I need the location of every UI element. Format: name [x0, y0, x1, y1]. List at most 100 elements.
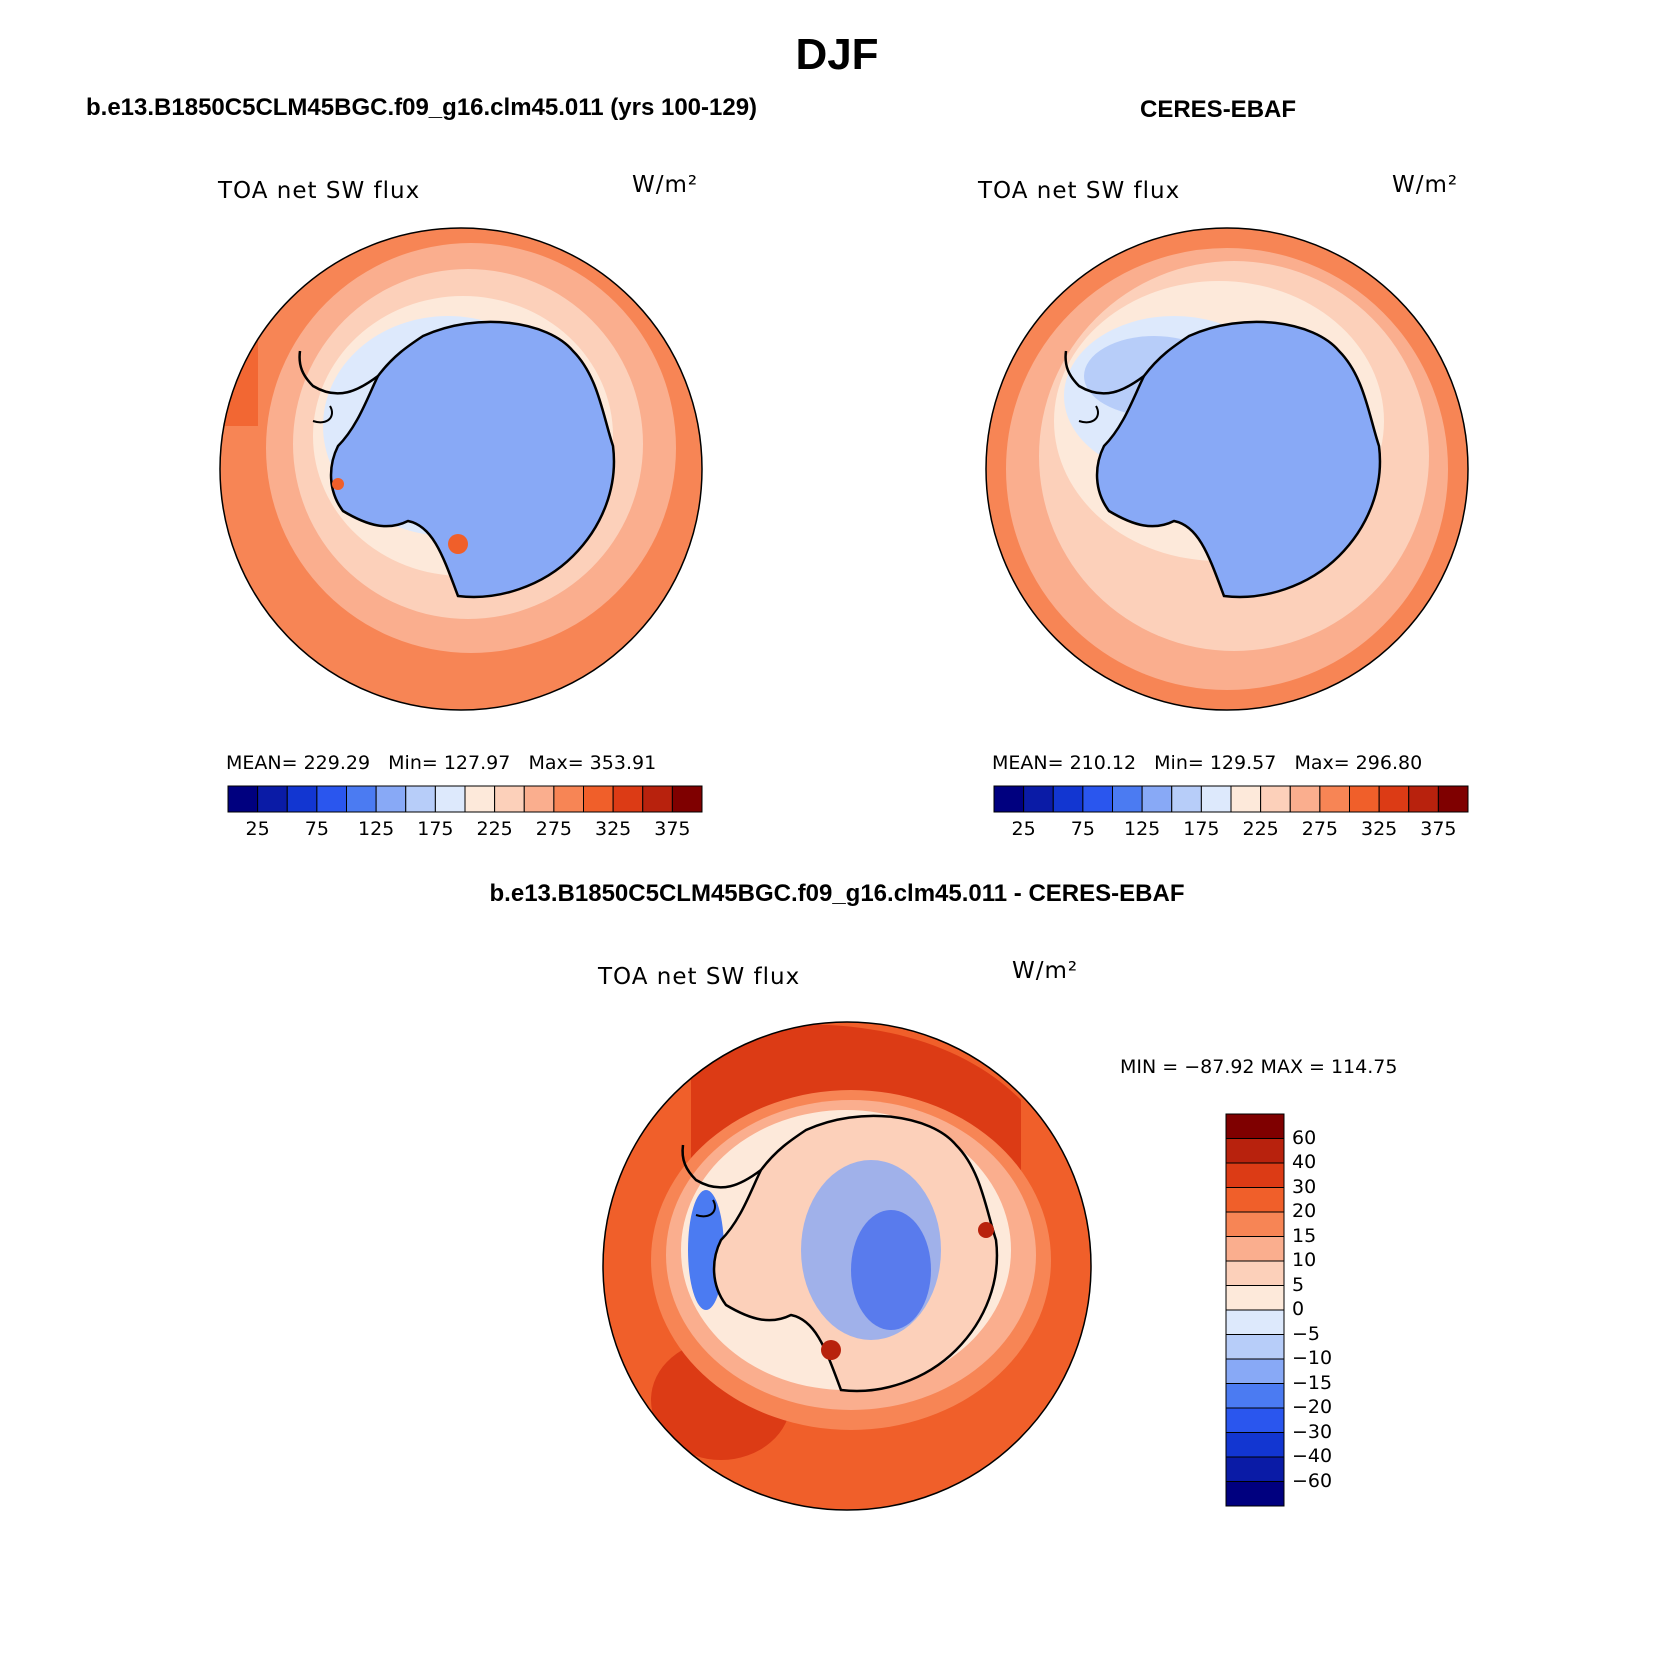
- right-colorbar-swatch: [1112, 785, 1143, 813]
- right-colorbar-tick-label: 375: [1420, 818, 1457, 840]
- left-colorbar-tick-label: 25: [245, 818, 270, 840]
- diff-colorbar-tick-label: −30: [1292, 1420, 1333, 1443]
- diff-colorbar-tick-label: 30: [1292, 1175, 1317, 1198]
- left-colorbar-swatch: [227, 785, 259, 813]
- diff-colorbar-swatch: [1225, 1211, 1285, 1237]
- left-colorbar-swatch: [612, 785, 644, 813]
- diff-colorbar-tick-label: −20: [1292, 1396, 1333, 1418]
- left-colorbar-ticks: 25 75 125 175 225 275 325 375: [228, 818, 702, 842]
- right-colorbar-tick-label: 175: [1183, 818, 1220, 840]
- left-colorbar-swatch: [434, 785, 466, 813]
- right-polar-map: [985, 227, 1469, 711]
- left-colorbar-swatch: [346, 785, 377, 813]
- right-colorbar-swatch: [1171, 785, 1202, 813]
- right-colorbar-swatch: [1408, 785, 1439, 813]
- right-colorbar-swatch: [1289, 785, 1321, 813]
- left-colorbar-swatch: [464, 785, 496, 813]
- right-colorbar-tick-label: 75: [1070, 818, 1095, 840]
- diff-colorbar-tick-label: −60: [1292, 1469, 1333, 1492]
- diff-colorbar-tick-label: 60: [1292, 1126, 1317, 1149]
- right-colorbar-swatch: [1349, 785, 1380, 813]
- right-units-label: W/m²: [1392, 172, 1459, 198]
- diff-colorbar-tick-label: 5: [1292, 1273, 1305, 1296]
- left-colorbar-tick-label: 375: [654, 818, 691, 840]
- left-colorbar-tick-label: 325: [594, 818, 632, 840]
- right-colorbar-tick-label: 125: [1123, 818, 1161, 840]
- left-colorbar-swatch: [494, 785, 525, 813]
- left-colorbar-swatch: [257, 785, 288, 813]
- left-panel-title: b.e13.B1850C5CLM45BGC.f09_g16.clm45.011 …: [86, 94, 758, 121]
- left-colorbar-swatch: [286, 785, 318, 813]
- left-colorbar-swatch: [523, 785, 555, 813]
- diff-colorbar-swatch: [1225, 1456, 1285, 1482]
- left-units-label: W/m²: [632, 172, 699, 198]
- diff-colorbar-swatch: [1225, 1285, 1285, 1311]
- right-panel-title: CERES-EBAF: [1140, 96, 1297, 123]
- right-colorbar-tick-label: 275: [1301, 818, 1338, 840]
- left-stats: MEAN= 229.29 Min= 127.97 Max= 353.91: [226, 752, 657, 774]
- diff-polar-map: [602, 1021, 1092, 1511]
- diff-colorbar-swatch: [1225, 1162, 1285, 1188]
- left-colorbar-swatch: [553, 785, 584, 813]
- right-colorbar-swatch: [1052, 785, 1084, 813]
- diff-colorbar-tick-label: 40: [1292, 1151, 1317, 1173]
- diff-colorbar-tick-label: −40: [1292, 1445, 1333, 1467]
- diff-stats: MIN = −87.92 MAX = 114.75: [1120, 1056, 1398, 1078]
- diff-units-label: W/m²: [1012, 958, 1079, 984]
- left-colorbar-swatch: [671, 785, 703, 813]
- left-polar-map: [219, 227, 703, 711]
- right-colorbar: [993, 785, 1469, 813]
- right-colorbar-swatch: [1141, 785, 1173, 813]
- diff-colorbar-swatch: [1225, 1236, 1285, 1262]
- diff-colorbar-swatch: [1225, 1260, 1285, 1286]
- diff-variable-label: TOA net SW flux: [598, 964, 801, 990]
- right-colorbar-ticks: 25 75 125 175 225 275 325 375: [994, 818, 1468, 842]
- right-colorbar-swatch: [1378, 785, 1410, 813]
- left-colorbar-swatch: [316, 785, 347, 813]
- diff-colorbar-tick-label: 15: [1292, 1224, 1317, 1247]
- left-variable-label: TOA net SW flux: [218, 178, 421, 204]
- right-colorbar-tick-label: 325: [1360, 818, 1398, 840]
- right-colorbar-tick-label: 25: [1011, 818, 1036, 840]
- diff-colorbar-tick-label: 20: [1292, 1200, 1317, 1222]
- right-colorbar-swatch: [1319, 785, 1350, 813]
- figure-title: DJF: [795, 30, 879, 79]
- left-colorbar-tick-label: 125: [357, 818, 395, 840]
- diff-colorbar-tick-label: −5: [1292, 1322, 1321, 1345]
- right-stats: MEAN= 210.12 Min= 129.57 Max= 296.80: [992, 752, 1423, 774]
- diff-colorbar-tick-label: −10: [1292, 1347, 1333, 1369]
- left-colorbar: [227, 785, 703, 813]
- diff-panel-title: b.e13.B1850C5CLM45BGC.f09_g16.clm45.011 …: [489, 880, 1185, 907]
- diff-colorbar-tick-label: −15: [1292, 1371, 1333, 1394]
- left-colorbar-swatch: [375, 785, 407, 813]
- right-colorbar-swatch: [1082, 785, 1113, 813]
- left-colorbar-swatch: [583, 785, 614, 813]
- right-colorbar-tick-label: 225: [1242, 818, 1279, 840]
- left-colorbar-tick-label: 175: [417, 818, 454, 840]
- right-colorbar-swatch: [1023, 785, 1054, 813]
- diff-colorbar-swatch: [1225, 1334, 1285, 1360]
- diff-colorbar-swatch: [1225, 1113, 1285, 1139]
- right-colorbar-swatch: [1200, 785, 1232, 813]
- diff-colorbar-swatch: [1225, 1407, 1285, 1433]
- right-colorbar-swatch: [1230, 785, 1262, 813]
- diff-colorbar-tick-label: 0: [1292, 1298, 1305, 1320]
- diff-colorbar-swatch: [1225, 1383, 1285, 1409]
- left-colorbar-swatch: [642, 785, 673, 813]
- diff-colorbar: [1225, 1113, 1285, 1507]
- left-colorbar-tick-label: 225: [476, 818, 513, 840]
- diff-colorbar-swatch: [1225, 1358, 1285, 1384]
- diff-colorbar-swatch: [1225, 1138, 1285, 1164]
- diff-colorbar-swatch: [1225, 1432, 1285, 1458]
- left-colorbar-swatch: [405, 785, 436, 813]
- diff-colorbar-swatch: [1225, 1481, 1285, 1507]
- right-colorbar-swatch: [993, 785, 1025, 813]
- right-variable-label: TOA net SW flux: [978, 178, 1181, 204]
- diff-colorbar-swatch: [1225, 1187, 1285, 1213]
- right-colorbar-swatch: [1260, 785, 1291, 813]
- diff-colorbar-ticks: 60 40 30 20 15 10 5 0 −5 −10 −15 −20 −30 −40 −60: [1292, 1114, 1372, 1506]
- diff-colorbar-tick-label: 10: [1292, 1249, 1317, 1271]
- diff-colorbar-swatch: [1225, 1309, 1285, 1335]
- left-colorbar-tick-label: 75: [304, 818, 329, 840]
- left-colorbar-tick-label: 275: [535, 818, 572, 840]
